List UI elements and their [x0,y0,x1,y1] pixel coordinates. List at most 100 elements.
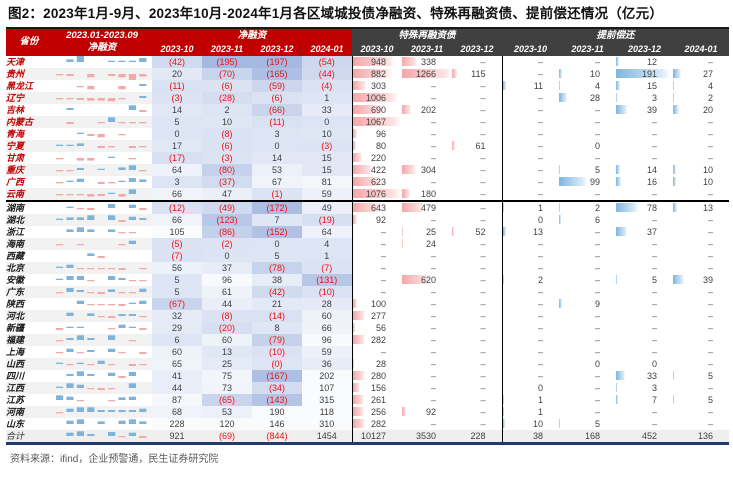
early-repayment-cell: – [652,262,658,273]
province-cell: 上海 [6,346,25,357]
sparkline-chart [56,264,147,270]
sparkline-chart [66,55,147,62]
early-repayment-cell: – [501,285,560,298]
net-financing-cell: 315 [302,393,353,406]
table-row: 福建 6 60 (79) 96 282 – – – – – – [6,333,729,346]
net-financing-cell: 59 [302,345,353,358]
early-repayment-cell: – [708,250,714,261]
net-financing-cell: (19) [302,213,353,226]
net-financing-cell: (54) [302,55,353,68]
net-financing-cell: 36 [302,357,353,370]
early-repayment-cell: – [708,406,714,417]
early-repayment-cell: 37 [616,226,673,238]
month-header: 2024-01 [302,42,353,56]
early-repayment-cell: – [652,152,658,163]
early-repayment-cell: 39 [616,104,673,116]
net-financing-cell: (10) [252,345,302,358]
early-repayment-cell: 191 [616,68,673,80]
net-financing-cell: 190 [252,405,302,418]
early-repayment-cell: – [595,286,601,297]
province-cell: 河南 [6,405,52,418]
special-refinancing-cell: 948 [351,55,403,68]
special-refinancing-cell: – [431,140,437,151]
table-row: 广西 3 (37) 67 81 623– – –99 16 10 [6,175,729,188]
net-financing-cell: (172) [252,199,302,214]
sparkline-chart [87,252,105,258]
net-financing-cell: 53 [202,405,252,418]
early-repayment-cell: – [595,310,601,321]
province-cell: 黑龙江 [6,80,34,91]
net-financing-cell: (6) [252,91,302,104]
table-row: 山西 65 25 (0) 36 28 – – – 0 0 – [6,357,729,370]
special-refinancing-cell: 690 [351,103,403,116]
province-cell: 浙江 [6,226,25,237]
source-note: 资料来源：ifind，企业预警通，民生证券研究院 [10,453,219,465]
early-repayment-cell: – [652,298,658,309]
net-financing-cell: 0 [252,139,302,152]
sparkline-cell [52,394,152,406]
net-financing-cell: (78) [252,261,302,274]
net-financing-cell: 33 [302,103,353,116]
province-cell: 青海 [6,128,25,139]
early-repayment-cell: – [708,214,714,225]
sparkline-cell [52,226,152,238]
table-row: 甘肃 (17) (3) 14 15 220 – – – – – – [6,151,729,164]
early-repayment-cell: 10 [673,164,729,176]
sparkline-cell [52,115,152,128]
early-repayment-cell: – [595,262,601,273]
early-repayment-cell: – [652,406,658,417]
province-cell: 贵州 [6,67,52,80]
net-financing-cell: 107 [302,381,353,394]
month-header: 2023-12 [252,42,302,56]
sparkline-cell [52,237,152,250]
sparkline-chart [66,104,147,112]
table-row: 天津 (42) (195) (197) (54) 948 338 – – – 12 – [6,55,729,68]
early-repayment-cell: 15 [616,80,673,92]
special-refinancing-cell: 882 [351,67,403,80]
early-repayment-cell: – [708,286,714,297]
early-repayment-cell: – [708,56,714,67]
early-repayment-cell: – [652,128,658,139]
special-refinancing-cell: – [431,116,437,127]
sparkline-cell [52,163,152,176]
special-refinancing-cell: – [431,418,437,429]
province-cell: 四川 [6,370,25,381]
table-row: 青海 0 (8) 3 10 96 – – – – – – [6,127,729,140]
special-refinancing-cell: – [480,188,486,199]
early-repayment-cell: – [501,103,560,116]
net-financing-cell: 41 [152,369,202,382]
net-financing-cell: 73 [202,381,252,394]
early-repayment-cell: – [708,382,714,393]
early-repayment-cell: – [595,250,601,261]
table-row: 山东 228 120 146 310 282 – – 10 5 – – [6,417,729,430]
net-financing-cell: (8) [202,127,252,140]
early-repayment-cell: – [501,321,560,334]
special-refinancing-cell: – [431,346,437,357]
sparkline-chart [56,214,147,222]
province-cell: 海南 [6,237,52,250]
net-financing-cell: 37 [202,261,252,274]
net-financing-cell: 5 [152,285,202,298]
special-refinancing-cell: – [480,80,486,91]
net-financing-cell: 14 [152,103,202,116]
province-cell: 云南 [6,187,52,201]
early-repayment-cell: – [708,358,714,369]
special-refinancing-cell: – [480,322,486,333]
early-repayment-cell: 5 [673,370,729,382]
early-repayment-cell: 2 [673,92,714,103]
special-refinancing-cell: – [431,214,437,225]
sparkline-cell [52,261,152,274]
early-repayment-cell: – [708,418,714,429]
special-refinancing-cell: – [431,92,437,103]
special-refinancing-cell: 100 [351,297,403,310]
special-refinancing-cell: – [431,358,437,369]
special-refinancing-cell: – [480,394,486,405]
early-repayment-cell: – [708,334,714,345]
sparkline-cell [52,381,152,394]
early-repayment-cell: – [501,309,560,322]
table-row: 江西 44 73 (34) 107 156 – – 0 – 3 – [6,381,729,394]
early-repayment-cell: – [652,214,658,225]
net-financing-cell: 56 [152,261,202,274]
special-refinancing-cell: – [351,225,403,238]
early-repayment-cell: – [501,91,560,104]
